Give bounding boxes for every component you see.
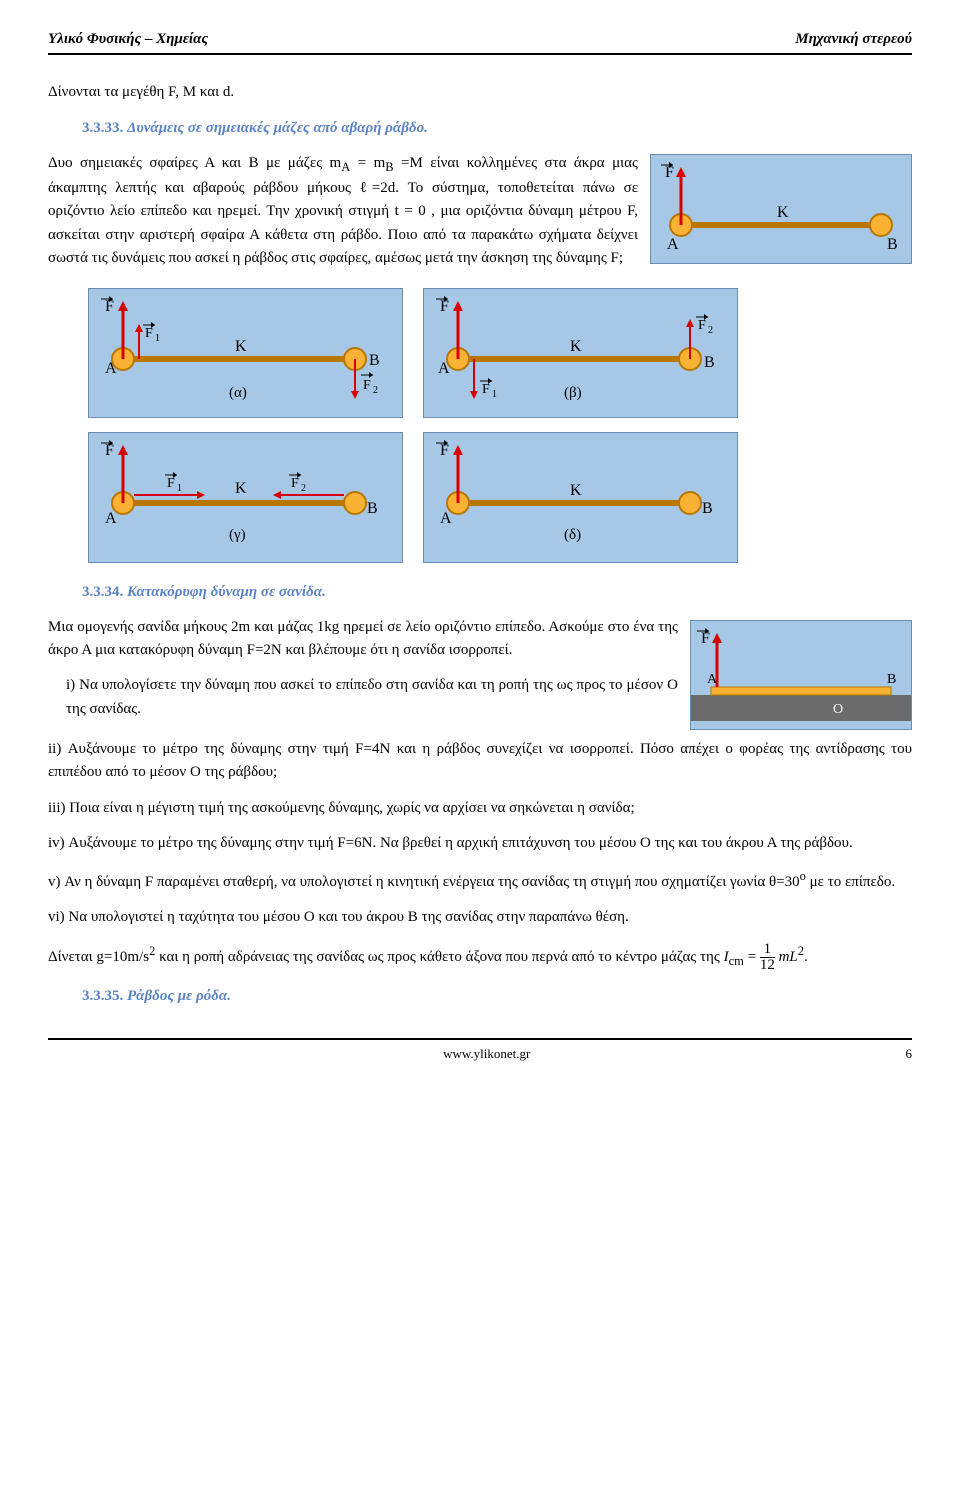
given-line: Δίνεται g=10m/s2 και η ροπή αδράνειας τη…: [48, 942, 912, 973]
section-3333-heading: 3.3.33. Δυνάμεις σε σημειακές μάζες από …: [82, 117, 912, 140]
footer-url: www.ylikonet.gr: [68, 1044, 906, 1064]
figure-3334: F Α Β Ο: [690, 620, 912, 730]
svg-text:Ο: Ο: [833, 702, 843, 717]
svg-text:Β: Β: [704, 354, 715, 371]
section-3333-title: Δυνάμεις σε σημειακές μάζες από αβαρή ρά…: [127, 120, 428, 136]
svg-text:2: 2: [373, 385, 378, 396]
svg-text:Κ: Κ: [570, 482, 582, 499]
section-3333-num: 3.3.33.: [82, 120, 123, 136]
figure-option-alpha: F F1 F2 Α Κ Β (α): [88, 288, 403, 418]
svg-text:Α: Α: [438, 360, 450, 377]
svg-text:2: 2: [301, 483, 306, 494]
svg-text:Κ: Κ: [235, 338, 247, 355]
section-3335-num: 3.3.35.: [82, 988, 123, 1004]
item-ii: ii) Αυξάνουμε το μέτρο της δύναμης στην …: [48, 738, 912, 785]
svg-text:(β): (β): [564, 385, 582, 401]
svg-text:Α: Α: [667, 236, 679, 253]
svg-text:Α: Α: [707, 672, 718, 687]
svg-text:F: F: [291, 476, 299, 491]
svg-text:Κ: Κ: [570, 338, 582, 355]
figure-3333-options: F F1 F2 Α Κ Β (α) F: [88, 288, 738, 563]
page-footer: www.ylikonet.gr 6: [48, 1038, 912, 1064]
item-iv: iv) Αυξάνουμε το μέτρο της δύναμης στην …: [48, 832, 912, 855]
item-vi: vi) Να υπολογιστεί η ταχύτητα του μέσου …: [48, 906, 912, 929]
section-3334-heading: 3.3.34. Κατακόρυφη δύναμη σε σανίδα.: [82, 581, 912, 604]
svg-text:F: F: [482, 382, 490, 397]
fraction: 1 12: [760, 942, 775, 973]
svg-text:Α: Α: [105, 510, 117, 527]
intro-line: Δίνονται τα μεγέθη F, M και d.: [48, 81, 912, 104]
svg-text:1: 1: [177, 483, 182, 494]
header-left: Υλικό Φυσικής – Χημείας: [48, 28, 208, 51]
item-iii: iii) Ποια είναι η μέγιστη τιμή της ασκού…: [48, 797, 912, 820]
svg-text:(δ): (δ): [564, 527, 581, 543]
figure-option-beta: F F1 F2 Α Κ Β (β): [423, 288, 738, 418]
svg-text:1: 1: [492, 389, 497, 400]
svg-text:Κ: Κ: [777, 204, 789, 221]
svg-text:Β: Β: [887, 672, 896, 687]
section-3334-title: Κατακόρυφη δύναμη σε σανίδα.: [127, 584, 326, 600]
svg-text:Β: Β: [702, 500, 713, 517]
page-header: Υλικό Φυσικής – Χημείας Μηχανική στερεού: [48, 28, 912, 55]
section-3334-num: 3.3.34.: [82, 584, 123, 600]
footer-pageno: 6: [906, 1044, 913, 1064]
figure-3334-svg: F Α Β Ο: [691, 621, 911, 721]
svg-text:Α: Α: [105, 360, 117, 377]
figure-3333-main: F Α Κ Β: [650, 154, 912, 264]
header-right: Μηχανική στερεού: [795, 28, 912, 51]
svg-text:F: F: [145, 326, 153, 341]
figure-option-gamma: F F1 F2 Α Κ Β (γ): [88, 432, 403, 562]
svg-text:F: F: [167, 476, 175, 491]
svg-text:F: F: [363, 378, 371, 393]
svg-text:Κ: Κ: [235, 480, 247, 497]
svg-text:Β: Β: [367, 500, 378, 517]
item-v: v) Αν η δύναμη F παραμένει σταθερή, να υ…: [48, 867, 912, 894]
section-3335-title: Ράβδος με ρόδα.: [127, 988, 231, 1004]
svg-text:Β: Β: [887, 236, 898, 253]
svg-text:(γ): (γ): [229, 527, 246, 543]
svg-text:2: 2: [708, 325, 713, 336]
svg-text:Α: Α: [440, 510, 452, 527]
svg-text:1: 1: [155, 333, 160, 344]
figure-option-delta: F Α Κ Β (δ): [423, 432, 738, 562]
figure-3333-main-svg: F Α Κ Β: [651, 155, 911, 255]
svg-text:(α): (α): [229, 385, 247, 401]
svg-text:Β: Β: [369, 352, 380, 369]
section-3335-heading: 3.3.35. Ράβδος με ρόδα.: [82, 985, 912, 1008]
svg-text:F: F: [698, 318, 706, 333]
